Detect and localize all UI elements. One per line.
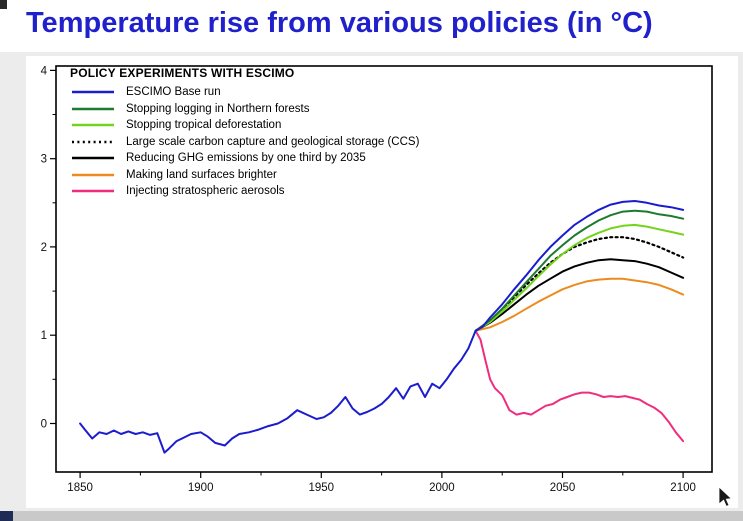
legend-label: Making land surfaces brighter (126, 168, 277, 181)
bottom-bar (0, 511, 743, 521)
svg-text:4: 4 (41, 65, 48, 77)
chart-canvas: 1850 1900 1950 2000 2050 2100 0 1 2 3 4 (41, 65, 713, 494)
legend-item: ESCIMO Base run (70, 86, 419, 98)
svg-text:1950: 1950 (309, 482, 335, 494)
legend-label: Injecting stratospheric aerosols (126, 185, 285, 197)
legend-label: Large scale carbon capture and geologica… (126, 135, 420, 148)
svg-text:2100: 2100 (670, 482, 696, 494)
svg-text:3: 3 (41, 154, 47, 166)
svg-text:0: 0 (41, 419, 47, 431)
svg-text:1900: 1900 (188, 482, 214, 494)
chart-area: 1850 1900 1950 2000 2050 2100 0 1 2 3 4 POLICY EXP… (0, 52, 743, 511)
legend-line-swatch (72, 173, 114, 176)
legend-title: POLICY EXPERIMENTS WITH ESCIMO (70, 66, 295, 80)
svg-text:2050: 2050 (550, 482, 576, 494)
svg-text:2: 2 (41, 242, 47, 254)
legend-line-swatch (72, 107, 114, 110)
legend-line-swatch (72, 156, 114, 160)
corner-mark-icon (0, 0, 7, 9)
legend-label: Reducing GHG emissions by one third by 2… (126, 152, 366, 164)
legend-item: Making land surfaces brighter (70, 169, 419, 181)
svg-text:1: 1 (41, 330, 47, 342)
mouse-cursor-icon (718, 486, 733, 507)
legend-item: Injecting stratospheric aerosols (70, 185, 419, 197)
legend-item: Large scale carbon capture and geologica… (70, 136, 419, 148)
legend-items: ESCIMO Base run Stopping logging in North… (68, 86, 419, 197)
svg-text:2000: 2000 (429, 482, 455, 494)
legend-line-swatch (72, 123, 114, 127)
temperature-chart: 1850 1900 1950 2000 2050 2100 0 1 2 3 4 POLICY EXP… (26, 56, 738, 508)
page-title: Temperature rise from various policies (… (26, 7, 653, 39)
legend-label: ESCIMO Base run (126, 86, 221, 98)
legend-label: Stopping logging in Northern forests (126, 102, 310, 115)
legend-line-swatch (72, 140, 114, 143)
svg-text:1850: 1850 (67, 482, 93, 494)
legend-item: Stopping tropical deforestation (70, 119, 419, 131)
legend-item: Stopping logging in Northern forests (70, 103, 419, 115)
legend-line-swatch (72, 189, 114, 193)
legend-label: Stopping tropical deforestation (126, 119, 282, 131)
slide-corner-icon (0, 511, 13, 521)
legend-line-swatch (72, 90, 114, 94)
chart-legend: POLICY EXPERIMENTS WITH ESCIMO ESCIMO Ba… (68, 64, 419, 202)
legend-item: Reducing GHG emissions by one third by 2… (70, 152, 419, 164)
title-bar: Temperature rise from various policies (… (0, 0, 743, 52)
